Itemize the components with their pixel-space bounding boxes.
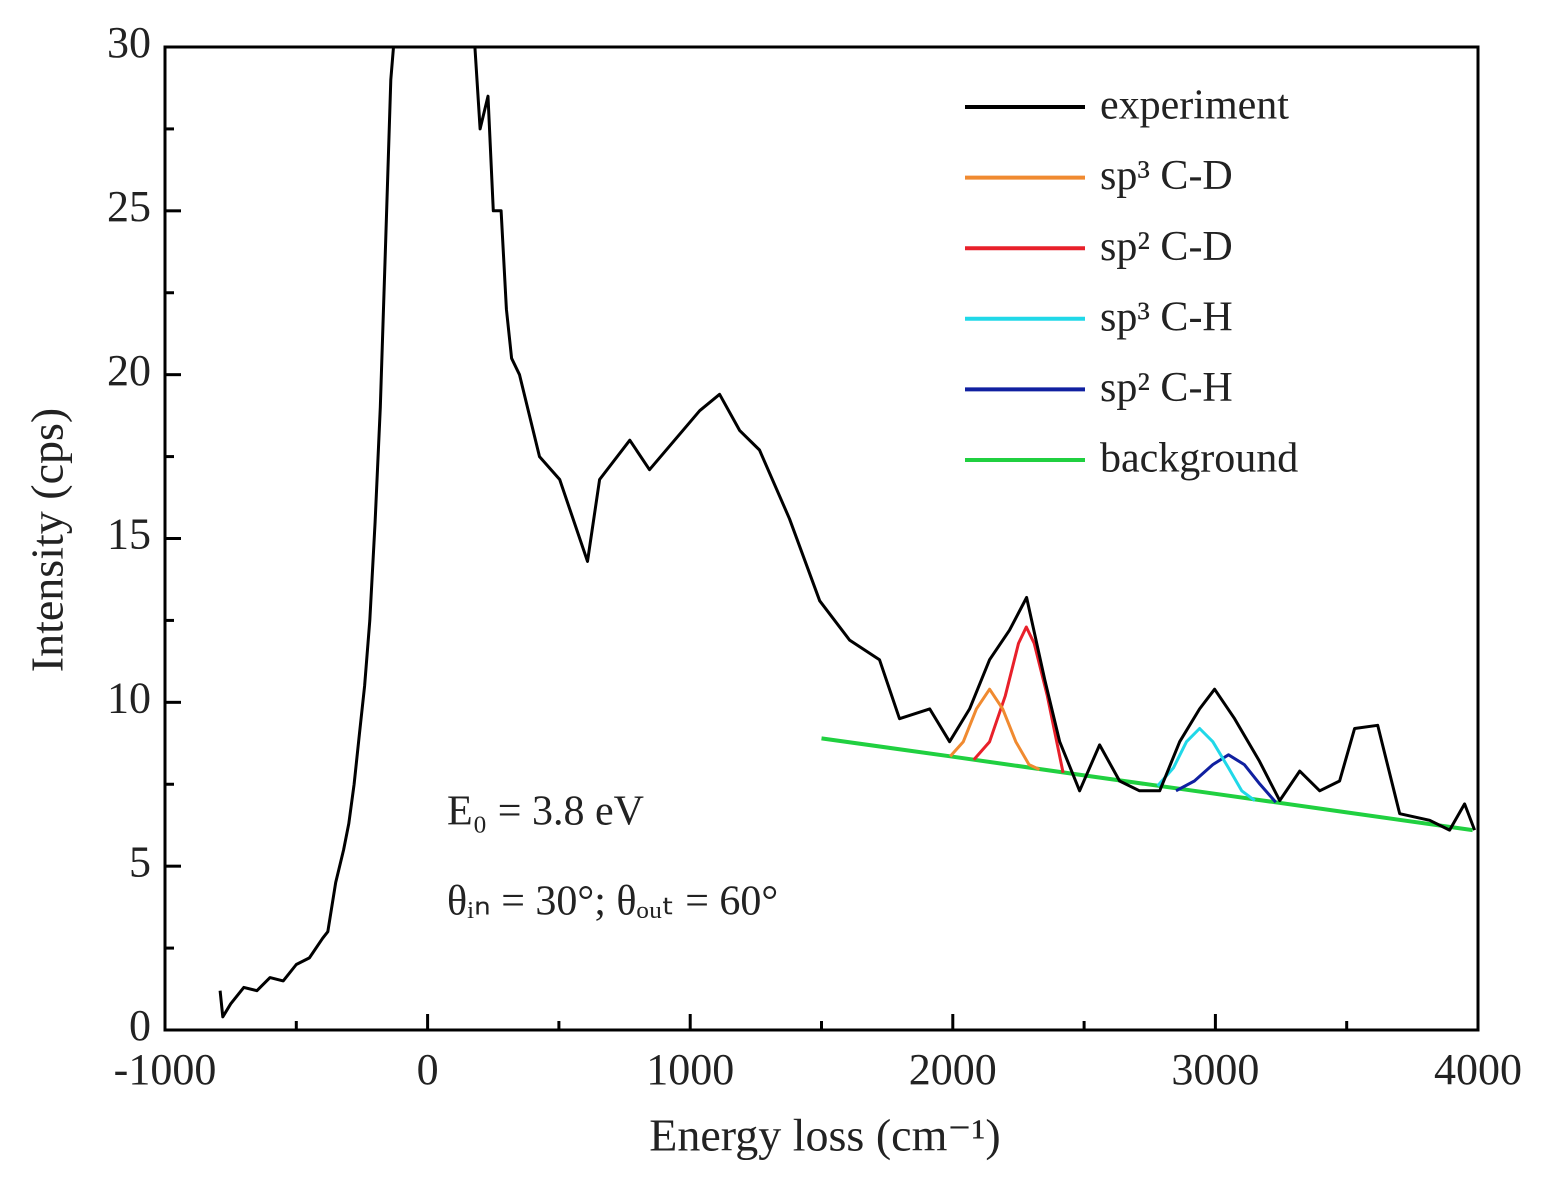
annotation: θᵢₙ = 30°; θₒᵤₜ = 60°	[447, 879, 778, 925]
x-tick-label: -1000	[114, 1045, 217, 1094]
y-tick-label: 0	[129, 1001, 151, 1050]
legend-label: sp² C-D	[1100, 224, 1233, 270]
series-line	[1156, 727, 1256, 802]
annotation: E₀ = 3.8 eV	[447, 789, 644, 835]
series-line	[1175, 753, 1277, 804]
plot-frame	[163, 45, 1480, 1032]
y-tick-label: 10	[107, 673, 151, 722]
y-tick-label: 25	[107, 182, 151, 231]
legend-label: background	[1100, 436, 1298, 482]
x-tick-label: 3000	[1171, 1045, 1259, 1094]
x-tick-label: 4000	[1434, 1045, 1522, 1094]
y-tick-label: 30	[107, 18, 151, 67]
y-tick-label: 15	[107, 510, 151, 559]
x-axis-label: Energy loss (cm⁻¹)	[649, 1110, 1001, 1161]
y-tick-label: 5	[129, 837, 151, 886]
y-tick-label: 20	[107, 346, 151, 395]
x-tick-label: 0	[417, 1045, 439, 1094]
legend-label: experiment	[1100, 83, 1289, 129]
legend-label: sp² C-H	[1100, 365, 1233, 411]
series-line	[218, 46, 1477, 1019]
x-tick-label: 1000	[646, 1045, 734, 1094]
y-axis-label: Intensity (cps)	[22, 408, 73, 672]
series-line	[949, 687, 1041, 771]
legend-label: sp³ C-H	[1100, 294, 1233, 340]
legend-label: sp³ C-D	[1100, 153, 1233, 199]
series-line	[821, 736, 1473, 833]
x-tick-label: 2000	[909, 1045, 997, 1094]
